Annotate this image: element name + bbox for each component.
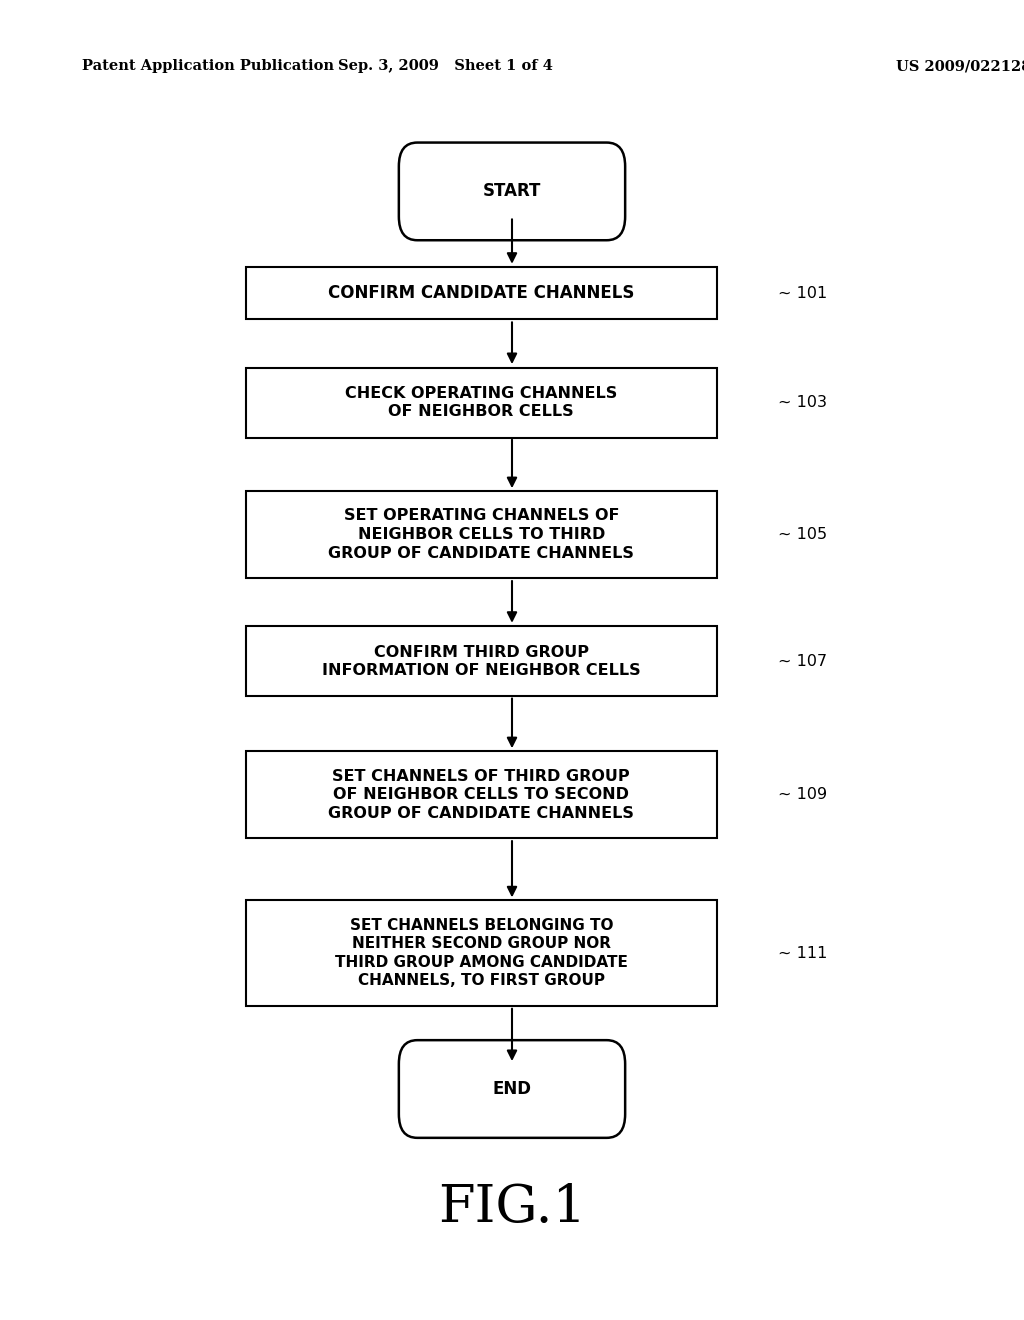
Text: ~ 109: ~ 109: [778, 787, 827, 803]
Text: ~ 107: ~ 107: [778, 653, 827, 669]
FancyBboxPatch shape: [246, 751, 717, 838]
Text: Patent Application Publication: Patent Application Publication: [82, 59, 334, 74]
FancyBboxPatch shape: [398, 1040, 625, 1138]
Text: ~ 103: ~ 103: [778, 395, 827, 411]
Text: ~ 111: ~ 111: [778, 945, 827, 961]
FancyBboxPatch shape: [246, 491, 717, 578]
Text: US 2009/0221286 A1: US 2009/0221286 A1: [896, 59, 1024, 74]
Text: FIG.1: FIG.1: [438, 1183, 586, 1233]
Text: ~ 101: ~ 101: [778, 285, 827, 301]
Text: ~ 105: ~ 105: [778, 527, 827, 543]
Text: START: START: [482, 182, 542, 201]
Text: SET OPERATING CHANNELS OF
NEIGHBOR CELLS TO THIRD
GROUP OF CANDIDATE CHANNELS: SET OPERATING CHANNELS OF NEIGHBOR CELLS…: [329, 508, 634, 561]
Text: SET CHANNELS OF THIRD GROUP
OF NEIGHBOR CELLS TO SECOND
GROUP OF CANDIDATE CHANN: SET CHANNELS OF THIRD GROUP OF NEIGHBOR …: [329, 768, 634, 821]
FancyBboxPatch shape: [246, 267, 717, 319]
FancyBboxPatch shape: [246, 627, 717, 697]
FancyBboxPatch shape: [246, 900, 717, 1006]
Text: CONFIRM THIRD GROUP
INFORMATION OF NEIGHBOR CELLS: CONFIRM THIRD GROUP INFORMATION OF NEIGH…: [322, 644, 641, 678]
Text: Sep. 3, 2009   Sheet 1 of 4: Sep. 3, 2009 Sheet 1 of 4: [338, 59, 553, 74]
Text: END: END: [493, 1080, 531, 1098]
Text: SET CHANNELS BELONGING TO
NEITHER SECOND GROUP NOR
THIRD GROUP AMONG CANDIDATE
C: SET CHANNELS BELONGING TO NEITHER SECOND…: [335, 917, 628, 989]
FancyBboxPatch shape: [246, 367, 717, 438]
Text: CONFIRM CANDIDATE CHANNELS: CONFIRM CANDIDATE CHANNELS: [328, 284, 635, 302]
Text: CHECK OPERATING CHANNELS
OF NEIGHBOR CELLS: CHECK OPERATING CHANNELS OF NEIGHBOR CEL…: [345, 385, 617, 420]
FancyBboxPatch shape: [398, 143, 625, 240]
